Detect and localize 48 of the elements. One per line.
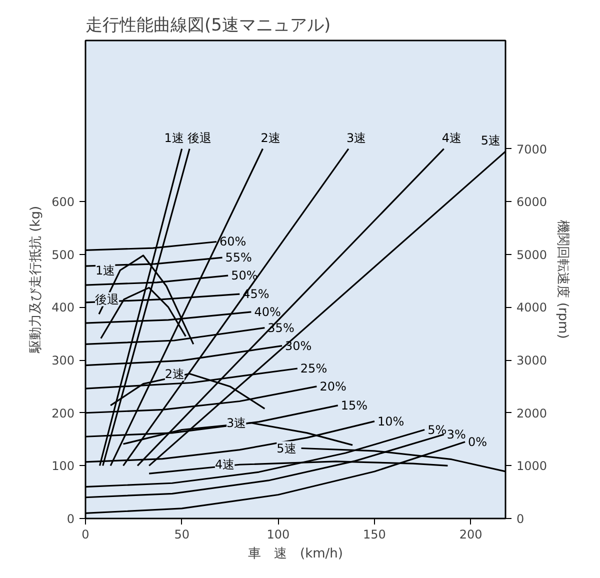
y2-tick-label: 3000	[516, 354, 548, 368]
y-tick-label: 200	[52, 406, 74, 420]
series-label: 25%	[300, 362, 328, 376]
series-label: 50%	[231, 268, 258, 283]
x-tick-label: 100	[266, 528, 290, 542]
series-label: 30%	[285, 338, 312, 353]
y2-tick-label: 2000	[516, 406, 548, 420]
y-tick-label: 400	[52, 300, 74, 315]
annotation: 3速	[226, 416, 246, 430]
series-label: 後退	[188, 130, 212, 145]
series-label: 15%	[340, 398, 368, 412]
y2-tick-label: 6000	[516, 195, 548, 210]
series-label: 55%	[225, 250, 252, 265]
series-label: 0%	[468, 434, 488, 449]
series-label: 20%	[320, 379, 346, 394]
annotation: 4速	[214, 458, 235, 472]
y2-tick-label: 7000	[516, 142, 548, 156]
x-tick-label: 200	[459, 528, 482, 542]
x-tick-label: 0	[82, 528, 90, 542]
y-tick-label: 300	[52, 354, 74, 368]
series-label: 1速	[164, 130, 184, 145]
chart-title: 走行性能曲線図(5速マニュアル)	[86, 16, 331, 36]
series-label: 40%	[254, 304, 281, 319]
annotation: 後退	[95, 292, 120, 306]
y2-axis-title: 機関回転速度 (rpm)	[555, 220, 572, 339]
series-label: 5%	[428, 422, 447, 437]
series-label: 10%	[377, 414, 404, 428]
annotation: 2速	[164, 366, 185, 381]
y2-tick-label: 1000	[516, 459, 548, 474]
y2-tick-label: 4000	[516, 300, 548, 315]
annotation: 5速	[276, 441, 296, 456]
series-label: 5速	[480, 133, 501, 148]
x-axis-title: 車 速 (km/h)	[248, 546, 343, 562]
series-label: 3%	[446, 428, 466, 442]
series-label: 4速	[442, 130, 462, 145]
y2-tick-label: 0	[516, 512, 524, 526]
series-label: 2速	[260, 130, 280, 145]
y-axis-title: 駆動力及び走行抵抗 (kg)	[28, 206, 44, 354]
x-tick-label: 50	[174, 528, 190, 542]
series-label: 3速	[346, 130, 366, 145]
annotation: 1速	[96, 263, 116, 278]
y-tick-label: 100	[52, 459, 74, 474]
y-tick-label: 500	[52, 248, 74, 262]
y2-tick-label: 5000	[516, 248, 548, 262]
y-tick-label: 0	[66, 512, 75, 526]
x-tick-label: 150	[363, 528, 386, 542]
y-tick-label: 600	[52, 195, 74, 210]
series-label: 60%	[220, 234, 246, 249]
